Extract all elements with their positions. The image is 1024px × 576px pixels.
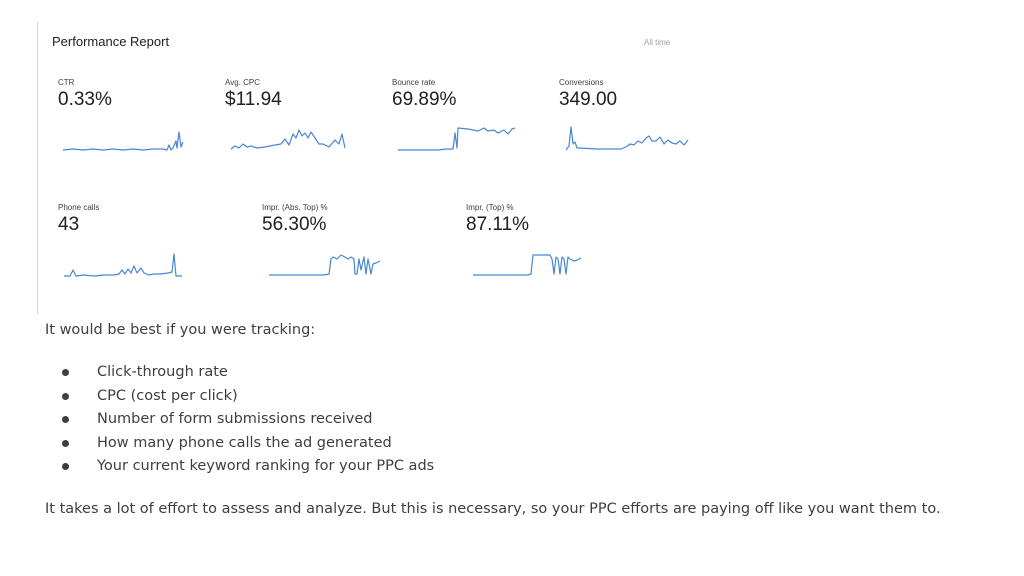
list-item-text: CPC (cost per click) — [97, 387, 238, 404]
metric-value: 56.30% — [262, 214, 327, 235]
metric-label: Phone calls — [58, 203, 100, 212]
ctr-sparkline — [62, 131, 184, 151]
metric-label: Impr. (Top) % — [466, 203, 514, 212]
bullet-dot-icon — [62, 369, 69, 376]
bullet-dot-icon — [62, 392, 69, 400]
metric-value: 0.33% — [58, 89, 112, 110]
avg-cpc-sparkline — [230, 129, 346, 150]
conclusion-paragraph: It takes a lot of effort to assess and a… — [45, 501, 941, 517]
metric-value: $11.94 — [225, 89, 282, 110]
metric-value: 43 — [58, 214, 80, 235]
list-item-text: Number of form submissions received — [97, 411, 373, 427]
tracking-list: Click-through rate CPC (cost per click) … — [60, 363, 434, 481]
metric-bounce-rate[interactable]: Bounce rate 69.89% — [392, 78, 456, 111]
metric-label: CTR — [58, 78, 75, 87]
list-item: Click-through rate — [60, 363, 434, 387]
metric-label: Impr. (Abs. Top) % — [262, 203, 328, 212]
metric-impr-top[interactable]: Impr. (Top) % 87.11% — [466, 203, 529, 236]
impr-top-sparkline — [473, 254, 582, 276]
list-item-text: Your current keyword ranking for your PP… — [97, 458, 435, 474]
metric-avg-cpc[interactable]: Avg. CPC $11.94 — [225, 78, 282, 111]
metric-impr-abs-top[interactable]: Impr. (Abs. Top) % 56.30% — [262, 203, 328, 236]
tracking-intro-text: It would be best if you were tracking: — [45, 322, 316, 338]
metric-label: Conversions — [559, 78, 604, 87]
metric-value: 349.00 — [559, 89, 618, 110]
metric-label: Avg. CPC — [225, 78, 260, 87]
report-title: Performance Report — [52, 34, 170, 49]
list-item-text: How many phone calls the ad generated — [97, 434, 392, 451]
metric-ctr[interactable]: CTR 0.33% — [58, 78, 112, 111]
bullet-dot-icon — [62, 416, 69, 423]
metric-value: 69.89% — [392, 89, 457, 110]
bullet-dot-icon — [62, 439, 69, 447]
metric-label: Bounce rate — [392, 78, 436, 87]
list-item: Your current keyword ranking for your PP… — [60, 457, 434, 481]
metric-value: 87.11% — [466, 214, 530, 235]
metric-phone-calls[interactable]: Phone calls 43 — [58, 203, 99, 236]
list-item-text: Click-through rate — [97, 364, 228, 380]
list-item: CPC (cost per click) — [60, 387, 434, 411]
bounce-rate-sparkline — [398, 127, 516, 151]
performance-report-card: Performance Report All time CTR 0.33% Av… — [37, 22, 728, 314]
date-range-label[interactable]: All time — [644, 38, 671, 47]
impr-abs-top-sparkline — [269, 254, 381, 276]
list-item: How many phone calls the ad generated — [60, 434, 434, 458]
conversions-sparkline — [565, 126, 689, 151]
metric-conversions[interactable]: Conversions 349.00 — [559, 78, 617, 111]
bullet-dot-icon — [62, 463, 69, 470]
phone-calls-sparkline — [64, 253, 182, 277]
list-item: Number of form submissions received — [60, 410, 434, 434]
